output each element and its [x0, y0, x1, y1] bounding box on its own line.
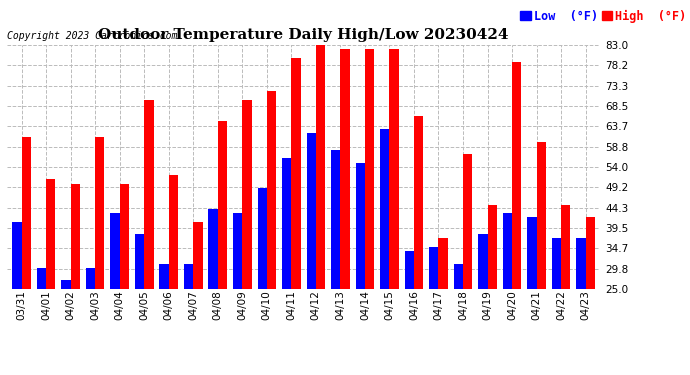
- Bar: [218, 121, 227, 289]
- Bar: [70, 184, 80, 289]
- Bar: [267, 91, 276, 289]
- Bar: [537, 142, 546, 289]
- Bar: [37, 268, 46, 289]
- Bar: [184, 264, 193, 289]
- Bar: [429, 247, 438, 289]
- Bar: [512, 62, 522, 289]
- Bar: [257, 188, 267, 289]
- Title: Outdoor Temperature Daily High/Low 20230424: Outdoor Temperature Daily High/Low 20230…: [99, 28, 509, 42]
- Bar: [389, 49, 399, 289]
- Bar: [488, 205, 497, 289]
- Bar: [576, 238, 586, 289]
- Bar: [135, 234, 144, 289]
- Bar: [61, 280, 70, 289]
- Bar: [463, 154, 472, 289]
- Bar: [340, 49, 350, 289]
- Bar: [503, 213, 512, 289]
- Bar: [453, 264, 463, 289]
- Bar: [331, 150, 340, 289]
- Bar: [552, 238, 561, 289]
- Legend: Low  (°F), High  (°F): Low (°F), High (°F): [520, 9, 687, 22]
- Bar: [414, 117, 423, 289]
- Bar: [365, 49, 374, 289]
- Bar: [316, 41, 325, 289]
- Bar: [355, 163, 365, 289]
- Bar: [233, 213, 242, 289]
- Bar: [586, 217, 595, 289]
- Text: Copyright 2023 Cartronics.com: Copyright 2023 Cartronics.com: [7, 31, 177, 41]
- Bar: [380, 129, 389, 289]
- Bar: [242, 100, 252, 289]
- Bar: [144, 100, 154, 289]
- Bar: [46, 180, 55, 289]
- Bar: [110, 213, 119, 289]
- Bar: [438, 238, 448, 289]
- Bar: [282, 159, 291, 289]
- Bar: [86, 268, 95, 289]
- Bar: [527, 217, 537, 289]
- Bar: [208, 209, 218, 289]
- Bar: [193, 222, 203, 289]
- Bar: [561, 205, 571, 289]
- Bar: [404, 251, 414, 289]
- Bar: [478, 234, 488, 289]
- Bar: [306, 133, 316, 289]
- Bar: [21, 138, 31, 289]
- Bar: [159, 264, 169, 289]
- Bar: [291, 58, 301, 289]
- Bar: [12, 222, 21, 289]
- Bar: [119, 184, 129, 289]
- Bar: [95, 138, 104, 289]
- Bar: [169, 175, 178, 289]
